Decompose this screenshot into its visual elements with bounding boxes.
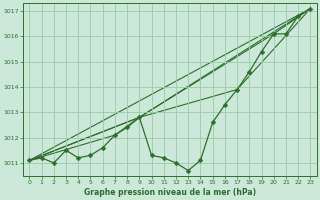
X-axis label: Graphe pression niveau de la mer (hPa): Graphe pression niveau de la mer (hPa) [84, 188, 256, 197]
